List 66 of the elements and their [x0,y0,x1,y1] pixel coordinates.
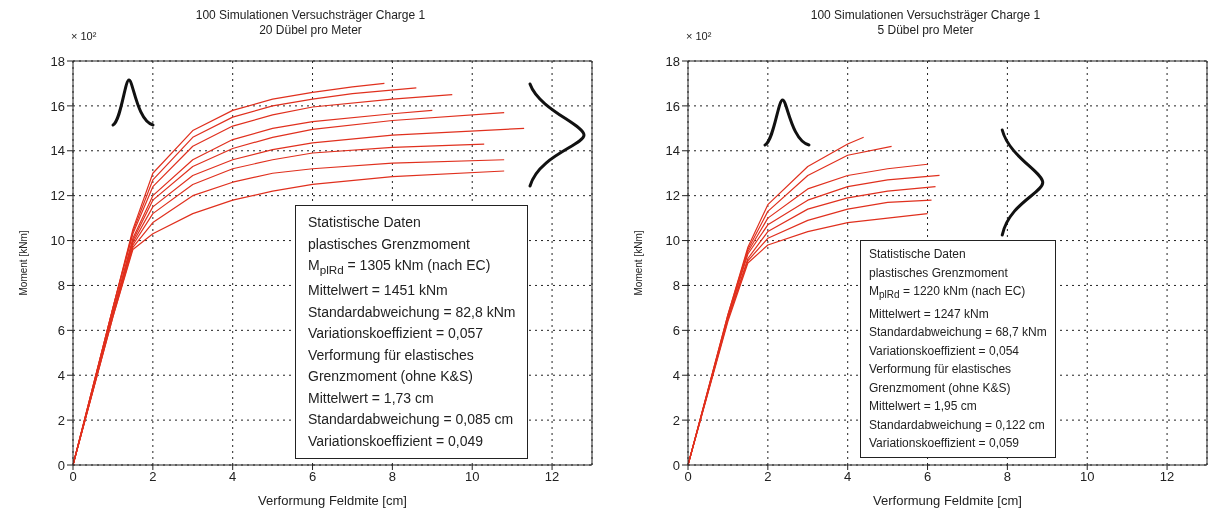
annotation: Standardabweichung = 68,7 kNm [869,324,1047,342]
y-tick-label: 10 [50,233,65,249]
y-axis-title: Moment [kNm] [632,230,644,296]
text: × 10² [71,30,97,42]
annotation: Statistische Daten [308,213,422,232]
y-tick-label: 12 [50,188,65,204]
chart-subtitle: 5 Dübel pro Meter [877,23,974,37]
x-tick-label: 8 [388,469,396,485]
annotation: Statistische Daten [869,246,967,263]
chart-title: 100 Simulationen Versuchsträger Charge 1 [809,8,1042,23]
x-tick-label: 8 [1003,469,1011,485]
y-tick-label: 8 [672,278,680,294]
annotation: Variationskoeffizient = 0,054 [869,342,1020,360]
annotation: M$_{plRd}$ = 1220 kNm (nach EC) [869,283,1027,303]
y-tick-label: 4 [57,367,65,383]
x-tick-label: 4 [844,469,852,485]
x-tick-label: 2 [149,469,157,485]
annotation: Variationskoeffizient = 0,049 [308,431,484,451]
annotation: Variationskoeffizient = 0,057 [308,324,484,344]
y-tick-label: 4 [672,367,680,383]
annotation: M$_{plRd}$ = 1305 kNm (nach EC) [308,256,492,278]
y-tick-label: 10 [665,233,680,249]
x-tick-label: 0 [69,469,77,485]
text: × 10² [686,30,712,42]
x-tick-label: 10 [465,469,480,485]
chart-subtitle: 20 Dübel pro Meter [259,23,362,37]
y-tick-label: 12 [665,188,680,204]
annotation: plastisches Grenzmoment [308,234,471,254]
x-tick-label: 2 [764,469,772,485]
y-tick-label: 6 [672,322,680,338]
x-axis-title: Verformung Feldmite [cm] [258,493,407,508]
y-tick-label: 16 [50,98,65,114]
annotation: Mittelwert = 1,95 cm [869,398,978,416]
y-tick-label: 14 [665,143,680,159]
x-tick-label: 10 [1080,469,1095,485]
annotation: Grenzmoment (ohne K&S) [869,379,1012,397]
x-axis-title: Verformung Feldmite [cm] [873,493,1022,508]
x-tick-label: 12 [1159,469,1175,485]
annotation: Verformung für elastisches [869,361,1013,379]
y-tick-label: 6 [57,322,65,338]
chart-title: 100 Simulationen Versuchsträger Charge 1 [194,8,427,23]
annotation: Mittelwert = 1247 kNm [869,305,990,323]
x-tick-label: 12 [544,469,560,485]
y-tick-label: 0 [672,457,680,473]
x-tick-label: 4 [229,469,237,485]
y-tick-label: 18 [50,53,65,69]
x-tick-label: 0 [684,469,692,485]
y-axis-title: Moment [kNm] [17,230,29,296]
annotation: Grenzmoment (ohne K&S) [308,367,474,387]
y-tick-label: 8 [57,278,65,294]
annotation: Variationskoeffizient = 0,059 [869,435,1020,453]
annotation: Standardabweichung = 0,122 cm [869,416,1046,434]
annotation: Standardabweichung = 0,085 cm [308,410,515,430]
y-tick-label: 18 [665,53,680,69]
annotation: Mittelwert = 1451 kNm [308,281,449,301]
y-tick-label: 2 [57,412,65,428]
x-tick-label: 6 [923,469,932,485]
y-tick-label: 0 [57,457,65,473]
annotation: plastisches Grenzmoment [869,264,1009,282]
annotation: Standardabweichung = 82,8 kNm [308,302,516,322]
annotation: Verformung für elastisches [308,345,475,365]
y-tick-label: 14 [50,143,65,159]
x-tick-label: 6 [308,469,317,485]
y-tick-label: 2 [672,412,680,428]
annotation: Mittelwert = 1,73 cm [308,388,435,408]
y-tick-label: 16 [665,98,680,114]
